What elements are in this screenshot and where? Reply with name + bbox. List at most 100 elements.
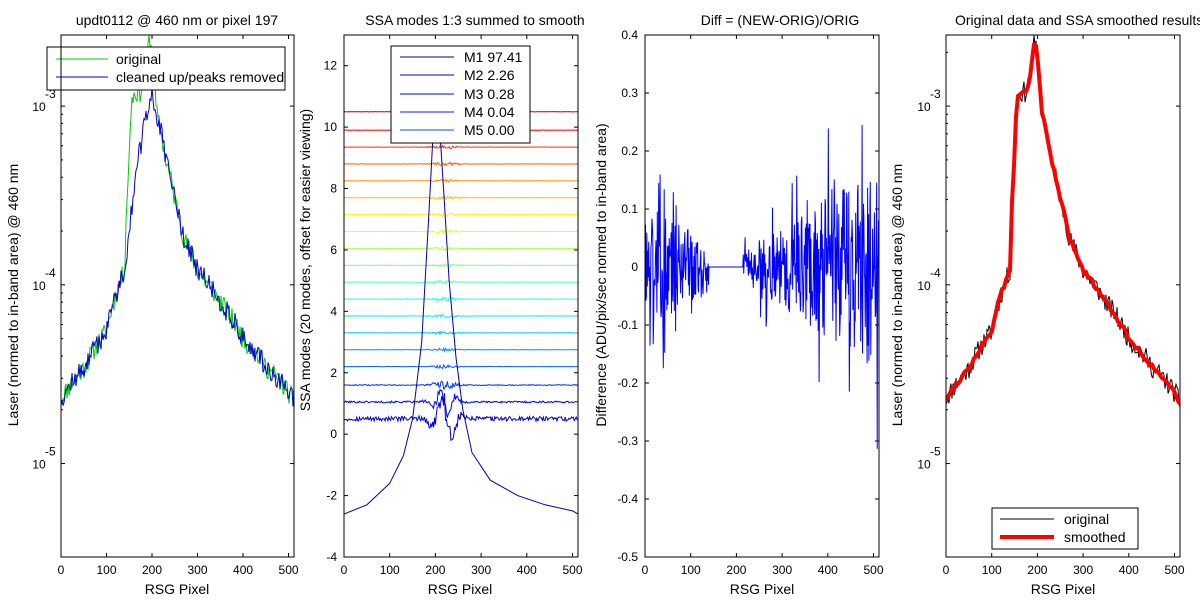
panel-3-axes-box bbox=[644, 34, 880, 558]
y-tick-label: 6 bbox=[330, 243, 337, 257]
panel-4-title: Original data and SSA smoothed results bbox=[955, 12, 1200, 28]
x-tick-label: 400 bbox=[818, 563, 838, 577]
panel-1-title: updt0112 @ 460 nm or pixel 197 bbox=[76, 12, 279, 28]
difference-line bbox=[645, 124, 879, 449]
y-tick-label: 0 bbox=[330, 427, 337, 441]
panel-2-ylabel: SSA modes (20 modes, offset for easier v… bbox=[297, 109, 313, 411]
legend-label-m3: M3 0.28 bbox=[464, 86, 515, 102]
ssa-mode-line bbox=[344, 347, 578, 353]
legend-label-smoothed: smoothed bbox=[1064, 529, 1125, 545]
panel-4-series bbox=[946, 35, 1180, 408]
y-tick-label: -0.4 bbox=[617, 492, 638, 506]
panel-3-difference: Diff = (NEW-ORIG)/ORIG RSG Pixel Differe… bbox=[593, 12, 884, 597]
y-tick-label-base: 10 bbox=[32, 279, 46, 293]
panel-4-legend: original smoothed bbox=[991, 507, 1139, 550]
panel-2-title: SSA modes 1:3 summed to smooth bbox=[365, 12, 584, 28]
x-tick-label: 200 bbox=[726, 563, 746, 577]
x-tick-label: 300 bbox=[772, 563, 792, 577]
ssa-mode-line bbox=[344, 380, 578, 390]
y-tick-label-base: 10 bbox=[32, 458, 46, 472]
ssa-mode-line bbox=[344, 279, 578, 285]
y-tick-label-exp: -5 bbox=[930, 445, 941, 459]
panel-4-axes-box bbox=[945, 34, 1181, 558]
panel-2-ssa-modes: SSA modes 1:3 summed to smooth RSG Pixel… bbox=[297, 12, 585, 597]
panel-1-ylabel: Laser (normed to in-band area) @ 460 nm bbox=[5, 164, 21, 426]
y-tick-label: 2 bbox=[330, 366, 337, 380]
legend-label-m5: M5 0.00 bbox=[464, 122, 515, 138]
legend-label-m1: M1 97.41 bbox=[464, 49, 523, 65]
y-tick-label-exp: -4 bbox=[45, 266, 56, 280]
x-tick-label: 100 bbox=[96, 563, 116, 577]
x-tick-label: 200 bbox=[142, 563, 162, 577]
y-tick-label: -4 bbox=[326, 550, 337, 564]
y-tick-label-base: 10 bbox=[917, 279, 931, 293]
panel-4-smoothed: Original data and SSA smoothed results R… bbox=[889, 12, 1200, 597]
x-tick-label: 400 bbox=[233, 563, 253, 577]
x-tick-label: 500 bbox=[1165, 563, 1185, 577]
legend-label-original-4: original bbox=[1064, 511, 1109, 527]
ssa-mode-1-line bbox=[344, 111, 578, 515]
x-tick-label: 300 bbox=[188, 563, 208, 577]
panel-1-legend: original cleaned up/peaks removed bbox=[46, 46, 286, 91]
y-tick-label: -2 bbox=[326, 489, 337, 503]
y-tick-label: -0.2 bbox=[617, 376, 638, 390]
legend-label-m2: M2 2.26 bbox=[464, 67, 515, 83]
panel-3-series bbox=[645, 124, 879, 449]
y-tick-label: -0.3 bbox=[617, 434, 638, 448]
ssa-mode-line bbox=[344, 178, 578, 184]
ssa-mode-line bbox=[344, 245, 578, 252]
ssa-mode-line bbox=[344, 228, 578, 236]
y-tick-label-exp: -3 bbox=[45, 87, 56, 101]
panel-2-series bbox=[344, 108, 578, 515]
panel-4-ylabel: Laser (normed to in-band area) @ 460 nm bbox=[889, 164, 905, 426]
series-cleaned-line bbox=[61, 87, 294, 407]
ssa-mode-line bbox=[344, 330, 578, 336]
y-tick-label-exp: -3 bbox=[930, 87, 941, 101]
y-tick-label-base: 10 bbox=[917, 100, 931, 114]
ssa-mode-line bbox=[344, 388, 578, 418]
x-tick-label: 400 bbox=[1119, 563, 1139, 577]
x-tick-label: 300 bbox=[471, 563, 491, 577]
panel-1-axes-box bbox=[60, 34, 295, 558]
x-tick-label: 500 bbox=[279, 563, 299, 577]
y-tick-label: 0 bbox=[631, 260, 638, 274]
y-tick-label: 4 bbox=[330, 304, 337, 318]
ssa-mode-line bbox=[344, 363, 578, 370]
ssa-mode-line bbox=[344, 313, 578, 319]
y-tick-label: -0.1 bbox=[617, 318, 638, 332]
x-tick-label: 200 bbox=[425, 563, 445, 577]
x-tick-label: 500 bbox=[864, 563, 884, 577]
x-tick-label: 0 bbox=[943, 563, 950, 577]
y-tick-label-base: 10 bbox=[32, 100, 46, 114]
x-tick-label: 100 bbox=[380, 563, 400, 577]
y-tick-label: 0.4 bbox=[621, 28, 638, 42]
y-tick-label-exp: -5 bbox=[45, 445, 56, 459]
x-tick-label: 100 bbox=[982, 563, 1002, 577]
legend-label-cleaned: cleaned up/peaks removed bbox=[116, 69, 284, 85]
ssa-mode-line bbox=[344, 262, 578, 268]
y-tick-label: 12 bbox=[324, 59, 338, 73]
panel-2-legend: M1 97.41 M2 2.26 M3 0.28 M4 0.04 M5 0.00 bbox=[390, 45, 531, 144]
panel-2-axes-box bbox=[343, 34, 579, 558]
x-tick-label: 300 bbox=[1073, 563, 1093, 577]
panel-1-xlabel: RSG Pixel bbox=[145, 581, 210, 597]
panel-3-xlabel: RSG Pixel bbox=[730, 581, 795, 597]
panel-2-ticks: 0 100 200 300 400 500 -4 -2 0 2 4 6 8 10 12 bbox=[324, 35, 583, 577]
legend-label-original: original bbox=[116, 51, 161, 67]
y-tick-label-exp: -4 bbox=[930, 266, 941, 280]
x-tick-label: 0 bbox=[58, 563, 65, 577]
ssa-mode-line bbox=[344, 296, 578, 302]
x-tick-label: 100 bbox=[681, 563, 701, 577]
y-tick-label: -0.5 bbox=[617, 550, 638, 564]
x-tick-label: 200 bbox=[1027, 563, 1047, 577]
y-tick-label: 10 bbox=[324, 120, 338, 134]
ssa-mode-line bbox=[344, 393, 578, 442]
panel-4-xlabel: RSG Pixel bbox=[1031, 581, 1096, 597]
ssa-mode-line bbox=[344, 194, 578, 201]
y-tick-label-base: 10 bbox=[917, 458, 931, 472]
panel-1-laser-profile: updt0112 @ 460 nm or pixel 197 RSG Pixel… bbox=[5, 12, 299, 597]
y-tick-label: 0.3 bbox=[621, 86, 638, 100]
